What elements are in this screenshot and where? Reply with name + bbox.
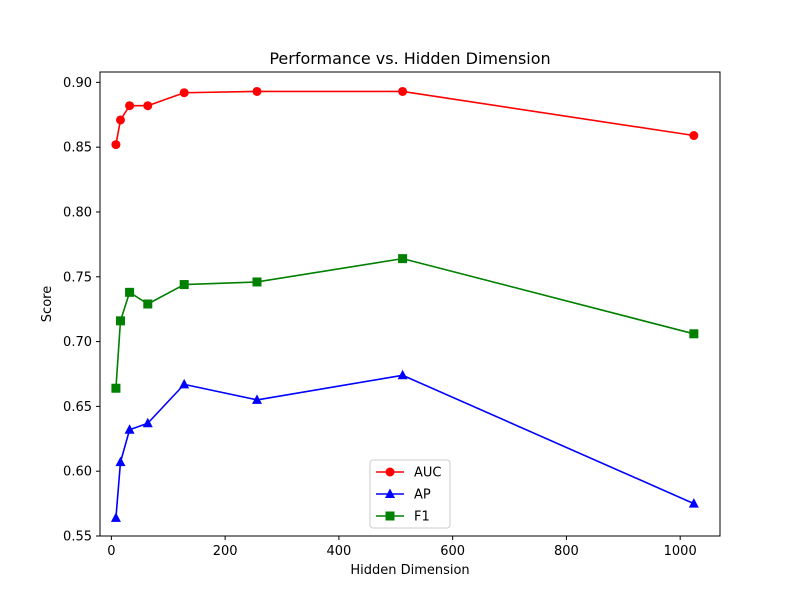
x-tick-label: 0	[107, 544, 115, 559]
legend-item-auc: AUC	[376, 466, 442, 481]
y-tick-label: 0.70	[63, 335, 92, 350]
series-layer	[110, 86, 699, 522]
chart-title: Performance vs. Hidden Dimension	[269, 49, 550, 68]
series-ap	[110, 369, 699, 522]
f1-data-point	[252, 277, 262, 287]
legend-marker-f1	[385, 511, 395, 521]
f1-data-point	[125, 287, 135, 297]
y-tick-label: 0.55	[63, 530, 92, 545]
auc-data-point	[125, 101, 135, 111]
legend-label-f1: F1	[414, 510, 430, 525]
ticks-layer: 0 200 400 600 800 1000 0.55 0.60 0.65 0.70 0.75 0.8…	[63, 76, 697, 559]
legend-label-ap: AP	[414, 488, 431, 503]
f1-data-point	[143, 299, 153, 309]
x-tick-label: 800	[554, 544, 579, 559]
legend-marker-auc	[385, 467, 395, 477]
ap-data-point	[124, 424, 135, 434]
auc-data-point	[398, 86, 408, 96]
f1-data-point	[115, 316, 125, 326]
legend-marker-ap	[385, 488, 395, 498]
f1-data-point	[398, 254, 408, 264]
legend: AUC AP F1	[369, 459, 451, 529]
auc-data-point	[143, 101, 153, 111]
plot-frame	[99, 71, 721, 537]
y-tick-label: 0.80	[63, 205, 92, 220]
ap-data-point	[179, 378, 190, 389]
ap-data-point	[142, 417, 153, 428]
y-tick-label: 0.90	[63, 76, 92, 91]
ap-data-point	[251, 394, 262, 404]
x-tick-label: 200	[213, 544, 238, 559]
ap-data-point	[397, 369, 408, 380]
auc-data-point	[252, 86, 262, 96]
y-tick-label: 0.65	[63, 400, 92, 415]
y-tick-label: 0.85	[63, 141, 92, 156]
x-tick-label: 600	[440, 544, 465, 559]
legend-item-ap: AP	[376, 488, 431, 503]
y-tick-label: 0.75	[63, 270, 92, 285]
legend-label-auc: AUC	[414, 466, 442, 481]
series-line-ap	[115, 374, 695, 518]
auc-data-point	[689, 131, 699, 141]
ap-data-point	[688, 498, 699, 508]
legend-item-f1: F1	[376, 510, 430, 525]
ap-data-point	[110, 512, 121, 522]
auc-data-point	[115, 115, 125, 125]
y-tick-label: 0.60	[63, 465, 92, 480]
auc-data-point	[179, 88, 189, 98]
ap-data-point	[115, 456, 126, 467]
f1-data-point	[111, 383, 121, 393]
auc-data-point	[111, 140, 121, 150]
y-axis-label: Score	[40, 286, 55, 322]
x-axis-label: Hidden Dimension	[350, 563, 469, 578]
series-auc	[111, 86, 699, 150]
f1-data-point	[179, 280, 189, 290]
x-tick-label: 400	[326, 544, 351, 559]
x-tick-label: 1000	[664, 544, 697, 559]
legend-box	[369, 459, 451, 529]
f1-data-point	[689, 329, 699, 339]
series-f1	[111, 254, 699, 393]
series-line-f1	[115, 257, 695, 389]
